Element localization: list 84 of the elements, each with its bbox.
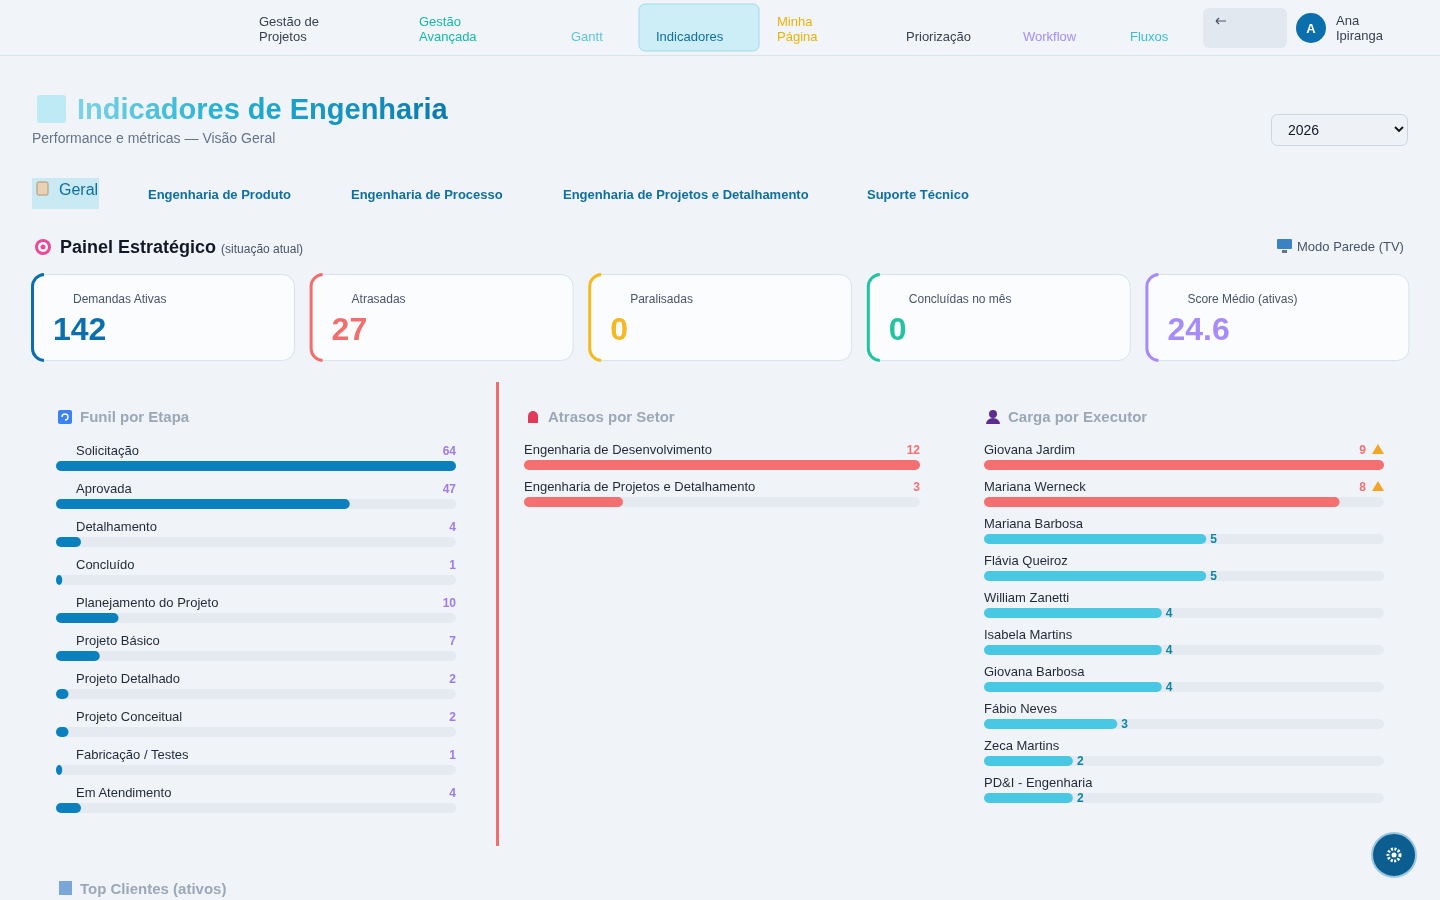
y-tick-label: Zeca Martins — [984, 738, 1060, 753]
data-label: 8 — [1359, 480, 1367, 494]
category-label: Atrasadas — [351, 292, 406, 306]
y-tick-label: Giovana Barbosa — [984, 664, 1086, 679]
text: A — [1306, 21, 1317, 36]
data-label: 2 — [1076, 754, 1084, 768]
y-tick-label: Engenharia de Desenvolvimento — [524, 442, 712, 457]
text: Top Clientes (ativos) — [80, 880, 227, 897]
category-label: Paralisadas — [630, 292, 693, 306]
category-label: Indicadores — [656, 29, 724, 44]
data-label: 4 — [449, 786, 457, 800]
data-label: 4 — [449, 520, 457, 534]
category-label: Demandas Ativas — [73, 292, 167, 306]
data-label: 1 — [449, 748, 457, 762]
y-tick-label: Giovana Jardim — [984, 442, 1076, 457]
category-label: Score Médio (ativas) — [1187, 292, 1298, 306]
data-label: 4 — [1165, 606, 1173, 620]
bar — [56, 537, 81, 547]
text: 2026 — [1288, 122, 1320, 138]
category-label: Priorização — [906, 29, 972, 44]
y-tick-label: Planejamento do Projeto — [76, 595, 219, 610]
category-label: Gestão de Projetos — [259, 14, 319, 44]
chart-title: Carga por Executor — [1008, 408, 1148, 425]
data-label: 12 — [906, 443, 921, 457]
text: 0 — [888, 311, 907, 347]
bar — [984, 793, 1073, 803]
category-label: Engenharia de Produto — [148, 187, 292, 202]
data-label: 3 — [913, 480, 921, 494]
category-label: Engenharia de Processo — [351, 187, 503, 202]
category-label: Concluídas no mês — [908, 292, 1012, 306]
bar — [56, 803, 81, 813]
y-tick-label: Concluído — [76, 557, 135, 572]
bar — [56, 613, 119, 623]
data-label: 1 — [449, 558, 457, 572]
y-tick-label: Fábio Neves — [984, 701, 1058, 716]
data-label: 10 — [442, 596, 457, 610]
text: 142 — [53, 311, 107, 347]
text: Modo Parede (TV) — [1297, 239, 1404, 254]
data-label: 47 — [442, 482, 457, 496]
y-tick-label: Solicitação — [76, 443, 139, 458]
category-label: Gantt — [571, 29, 604, 44]
category-label: Geral — [59, 181, 99, 198]
chart-title: Funil por Etapa — [80, 408, 190, 425]
y-tick-label: Isabela Martins — [984, 627, 1073, 642]
data-label: 5 — [1210, 569, 1218, 583]
chart-title: Atrasos por Setor — [548, 408, 675, 425]
bar — [56, 651, 100, 661]
y-tick-label: Em Atendimento — [76, 785, 172, 800]
text: (situação atual) — [221, 242, 304, 256]
y-tick-label: Projeto Detalhado — [76, 671, 181, 686]
text: Indicadores de Engenharia — [77, 93, 449, 125]
data-label: 2 — [449, 672, 457, 686]
category-label: Engenharia de Projetos e Detalhamento — [563, 187, 809, 202]
category-label: Minha Página — [777, 14, 819, 44]
y-tick-label: Flávia Queiroz — [984, 553, 1068, 568]
y-tick-label: Detalhamento — [76, 519, 157, 534]
text: Performance e métricas — Visão Geral — [32, 130, 276, 146]
text: Painel Estratégico — [60, 237, 217, 257]
text: Ana Ipiranga — [1336, 13, 1384, 43]
data-label: 9 — [1359, 443, 1367, 457]
data-label: 5 — [1210, 532, 1218, 546]
data-label: 2 — [1076, 791, 1084, 805]
y-tick-label: Mariana Werneck — [984, 479, 1087, 494]
text: 27 — [331, 311, 368, 347]
data-label: 64 — [442, 444, 457, 458]
y-tick-label: Projeto Conceitual — [76, 709, 183, 724]
category-label: Gestão Avançada — [419, 14, 478, 44]
y-tick-label: Aprovada — [76, 481, 133, 496]
y-tick-label: Mariana Barbosa — [984, 516, 1084, 531]
text: 24.6 — [1167, 311, 1230, 347]
category-label: Workflow — [1023, 29, 1077, 44]
data-label: 2 — [449, 710, 457, 724]
text: 0 — [610, 311, 628, 347]
data-label: 4 — [1165, 680, 1173, 694]
category-label: Fluxos — [1130, 29, 1169, 44]
y-tick-label: Fabricação / Testes — [76, 747, 189, 762]
data-label: 4 — [1165, 643, 1173, 657]
y-tick-label: PD&I - Engenharia — [984, 775, 1094, 790]
y-tick-label: William Zanetti — [984, 590, 1070, 605]
data-label: 3 — [1121, 717, 1129, 731]
data-label: 7 — [449, 634, 457, 648]
bar — [984, 756, 1073, 766]
y-tick-label: Projeto Básico — [76, 633, 160, 648]
category-label: Suporte Técnico — [867, 187, 969, 202]
